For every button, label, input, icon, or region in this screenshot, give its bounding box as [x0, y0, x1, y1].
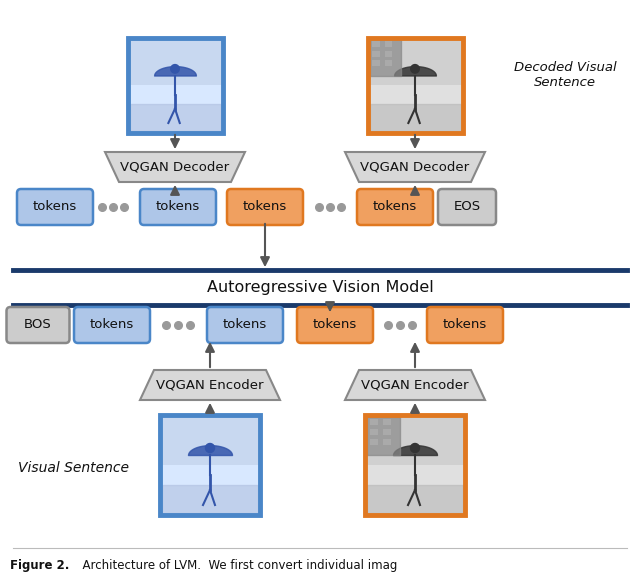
Bar — [370, 419, 378, 425]
Circle shape — [205, 443, 214, 452]
Bar — [383, 429, 391, 435]
Text: Decoded Visual
Sentence: Decoded Visual Sentence — [514, 61, 616, 89]
FancyBboxPatch shape — [6, 307, 70, 343]
Circle shape — [410, 443, 419, 452]
Bar — [367, 85, 463, 133]
Bar — [365, 415, 465, 465]
Text: tokens: tokens — [243, 201, 287, 214]
Polygon shape — [140, 370, 280, 400]
FancyBboxPatch shape — [438, 189, 496, 225]
FancyBboxPatch shape — [74, 307, 150, 343]
Text: VQGAN Encoder: VQGAN Encoder — [361, 378, 468, 392]
Bar — [367, 37, 463, 85]
Text: tokens: tokens — [223, 318, 267, 332]
FancyBboxPatch shape — [227, 189, 303, 225]
Text: tokens: tokens — [443, 318, 487, 332]
Bar — [372, 41, 380, 47]
Text: Autoregressive Vision Model: Autoregressive Vision Model — [207, 280, 433, 295]
Text: tokens: tokens — [156, 201, 200, 214]
FancyBboxPatch shape — [427, 307, 503, 343]
FancyBboxPatch shape — [207, 307, 283, 343]
Polygon shape — [105, 152, 245, 182]
Bar — [365, 465, 465, 515]
Polygon shape — [345, 152, 485, 182]
Text: VQGAN Encoder: VQGAN Encoder — [156, 378, 264, 392]
FancyBboxPatch shape — [140, 189, 216, 225]
Bar — [370, 439, 378, 445]
Text: tokens: tokens — [373, 201, 417, 214]
Text: Architecture of LVM.  We first convert individual imag: Architecture of LVM. We first convert in… — [75, 559, 397, 572]
Bar — [127, 37, 223, 133]
Bar — [160, 465, 260, 515]
Bar — [365, 415, 465, 515]
Bar — [127, 37, 223, 85]
Bar — [385, 61, 392, 66]
Bar — [372, 61, 380, 66]
FancyBboxPatch shape — [17, 189, 93, 225]
Text: tokens: tokens — [90, 318, 134, 332]
Circle shape — [411, 65, 419, 73]
Text: tokens: tokens — [313, 318, 357, 332]
Text: EOS: EOS — [453, 201, 481, 214]
Bar — [372, 51, 380, 56]
Bar — [160, 415, 260, 515]
Circle shape — [171, 65, 179, 73]
Text: Visual Sentence: Visual Sentence — [18, 461, 129, 475]
FancyBboxPatch shape — [297, 307, 373, 343]
Bar — [127, 85, 223, 133]
Bar — [385, 41, 392, 47]
Bar — [160, 415, 260, 465]
Bar — [370, 429, 378, 435]
Bar — [385, 51, 392, 56]
Bar — [367, 37, 463, 133]
Bar — [383, 419, 391, 425]
Text: BOS: BOS — [24, 318, 52, 332]
Text: Figure 2.: Figure 2. — [10, 559, 69, 572]
Bar — [383, 439, 391, 445]
FancyBboxPatch shape — [357, 189, 433, 225]
Text: VQGAN Decoder: VQGAN Decoder — [360, 161, 470, 173]
Text: VQGAN Decoder: VQGAN Decoder — [120, 161, 230, 173]
Polygon shape — [345, 370, 485, 400]
Text: tokens: tokens — [33, 201, 77, 214]
